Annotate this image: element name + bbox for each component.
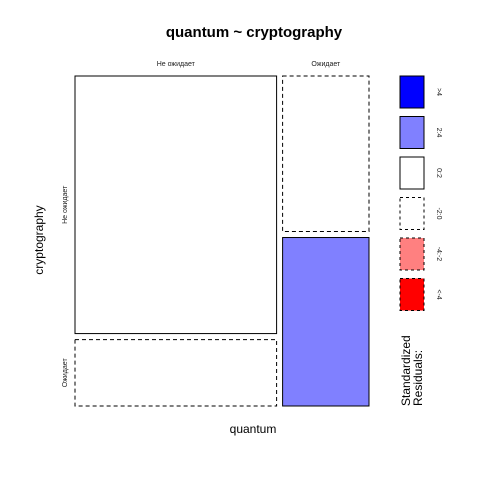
x-axis-title: quantum: [230, 422, 277, 436]
legend-title: Residuals:: [411, 350, 425, 406]
legend-label: -4:-2: [435, 247, 442, 262]
mosaic-cell: [74, 339, 278, 407]
legend-swatch: [399, 237, 425, 271]
legend-swatch: [399, 75, 425, 109]
mosaic-cell: [282, 237, 370, 407]
legend-label: 2:4: [435, 128, 442, 138]
legend-swatch: [399, 116, 425, 149]
x-level-label: Не ожидает: [157, 61, 196, 68]
legend-title: Standardized: [399, 335, 413, 406]
y-axis-title: cryptography: [32, 205, 46, 274]
legend-label: >4: [435, 88, 442, 96]
legend-label: -2:0: [435, 207, 442, 219]
legend-swatch: [399, 197, 425, 230]
legend-swatch: [399, 156, 425, 190]
chart-title: quantum ~ cryptography: [166, 24, 343, 41]
legend-label: <-4: [435, 289, 442, 299]
mosaic-cell: [74, 75, 278, 335]
x-level-label: Ожидает: [311, 61, 341, 68]
legend-label: 0:2: [435, 168, 442, 178]
legend-swatch: [399, 278, 425, 311]
y-level-label: Не ожидает: [62, 185, 69, 224]
y-level-label: Ожидает: [62, 358, 69, 388]
mosaic-cell: [282, 75, 370, 233]
